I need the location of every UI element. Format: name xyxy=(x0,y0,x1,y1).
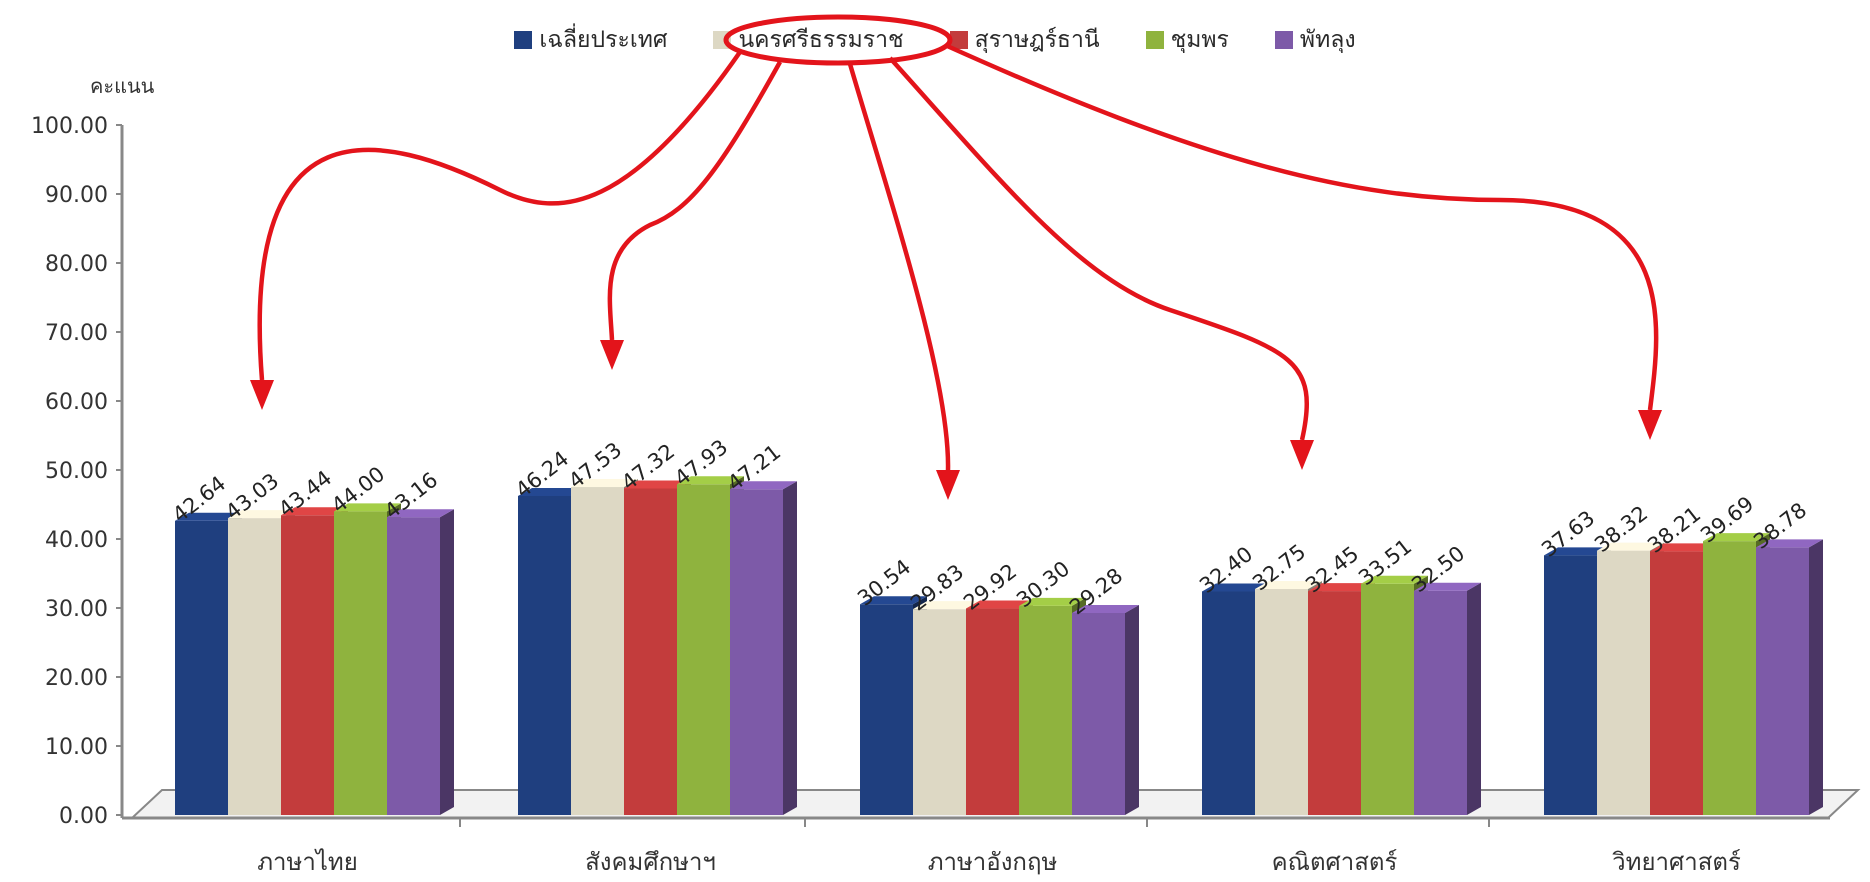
y-tick-label: 80.00 xyxy=(45,252,108,277)
annotation-arrow xyxy=(257,50,742,381)
bar-top xyxy=(518,487,585,496)
legend-label-phatthalung: พัทลุง xyxy=(1299,27,1356,53)
bar-top xyxy=(571,479,638,488)
bar-top xyxy=(913,601,980,610)
y-tick-label: 40.00 xyxy=(45,528,108,553)
bar xyxy=(518,495,571,815)
annotation-arrow xyxy=(944,42,1659,411)
bar-side xyxy=(440,509,454,815)
bar xyxy=(334,511,387,815)
bar-side xyxy=(1125,604,1139,815)
bar xyxy=(228,518,281,815)
bar xyxy=(1202,591,1255,815)
x-tick-label: ภาษาไทย xyxy=(257,848,358,876)
bar xyxy=(677,484,730,815)
x-tick-label: คณิตศาสตร์ xyxy=(1272,848,1398,876)
bar-top xyxy=(860,596,927,605)
bar-side xyxy=(1809,539,1823,815)
bar-top xyxy=(334,503,401,512)
legend-swatch-surat-thani xyxy=(949,31,968,49)
annotation-circle xyxy=(723,14,953,66)
y-tick-label: 100.00 xyxy=(31,114,108,139)
y-tick-label: 60.00 xyxy=(45,390,108,415)
annotation-arrow xyxy=(607,60,782,341)
legend-swatch-chumphon xyxy=(1145,31,1164,49)
y-tick-label: 70.00 xyxy=(45,321,108,346)
bar xyxy=(1544,555,1597,815)
bar xyxy=(624,488,677,815)
bar xyxy=(175,520,228,815)
bar xyxy=(966,608,1019,815)
bar xyxy=(1650,551,1703,815)
bar-top xyxy=(1703,533,1770,542)
bar xyxy=(1597,550,1650,815)
bar xyxy=(913,609,966,815)
y-tick-label: 20.00 xyxy=(45,666,108,691)
bar xyxy=(281,515,334,815)
bar xyxy=(1756,547,1809,815)
y-tick-label: 10.00 xyxy=(45,735,108,760)
x-tick-label: วิทยาศาสตร์ xyxy=(1612,848,1741,876)
legend-label-surat-thani: สุราษฎร์ธานี xyxy=(974,27,1100,53)
annotation-arrowhead xyxy=(600,340,624,370)
bar-top xyxy=(175,512,242,521)
bar-top xyxy=(1361,575,1428,584)
bar xyxy=(1414,590,1467,815)
legend-swatch-national-average xyxy=(514,31,533,49)
annotation-arrowhead xyxy=(250,380,274,410)
bar-top xyxy=(1756,539,1823,548)
y-tick-label: 0.00 xyxy=(59,804,108,829)
bar-top xyxy=(1072,604,1139,613)
bar-top xyxy=(1019,597,1086,606)
y-tick-label: 50.00 xyxy=(45,459,108,484)
bar xyxy=(860,604,913,815)
bar-top xyxy=(281,507,348,516)
y-axis-title: คะแนน xyxy=(90,74,155,98)
bar-top xyxy=(1255,581,1322,590)
bar-top xyxy=(1414,582,1481,591)
bar xyxy=(1308,591,1361,815)
legend-swatch-phatthalung xyxy=(1274,31,1293,49)
bar-side xyxy=(783,481,797,815)
y-tick-label: 90.00 xyxy=(45,183,108,208)
legend-item-chumphon: ชุมพร xyxy=(1145,22,1229,58)
bar-top xyxy=(730,481,797,490)
annotation-arrow xyxy=(888,56,1310,441)
bar xyxy=(1072,612,1125,815)
annotation-arrowhead xyxy=(1638,410,1662,440)
annotation-arrow xyxy=(847,63,951,471)
legend: เฉลี่ยประเทศ นครศรีธรรมราช สุราษฎร์ธานี … xyxy=(0,22,1870,58)
bar xyxy=(1019,605,1072,815)
legend-item-national-average: เฉลี่ยประเทศ xyxy=(514,22,667,58)
bar-side xyxy=(1467,582,1481,815)
legend-label-chumphon: ชุมพร xyxy=(1170,27,1229,53)
bar xyxy=(730,489,783,815)
bar xyxy=(571,487,624,815)
bar-top xyxy=(1544,547,1611,556)
bar-top xyxy=(624,480,691,489)
annotation-arrowhead xyxy=(1290,440,1314,470)
bar xyxy=(1361,583,1414,815)
bar-top xyxy=(1650,543,1717,552)
bar-top xyxy=(966,600,1033,609)
x-tick-label: สังคมศึกษาฯ xyxy=(585,848,716,876)
bar-top xyxy=(1597,542,1664,551)
legend-item-phatthalung: พัทลุง xyxy=(1274,22,1356,58)
bar-top xyxy=(1308,583,1375,592)
legend-item-surat-thani: สุราษฎร์ธานี xyxy=(949,22,1100,58)
bar-top xyxy=(387,509,454,518)
y-tick-label: 30.00 xyxy=(45,597,108,622)
bar xyxy=(387,517,440,815)
x-tick-label: ภาษาอังกฤษ xyxy=(928,848,1058,876)
bar-top xyxy=(677,476,744,485)
bar-top xyxy=(228,510,295,519)
bar xyxy=(1703,541,1756,815)
legend-label-nakhon-si-thammarat: นครศรีธรรมราช xyxy=(738,27,904,53)
annotation-arrowhead xyxy=(936,470,960,500)
legend-label-national-average: เฉลี่ยประเทศ xyxy=(539,27,668,53)
bar xyxy=(1255,589,1308,815)
bar-top xyxy=(1202,583,1269,592)
